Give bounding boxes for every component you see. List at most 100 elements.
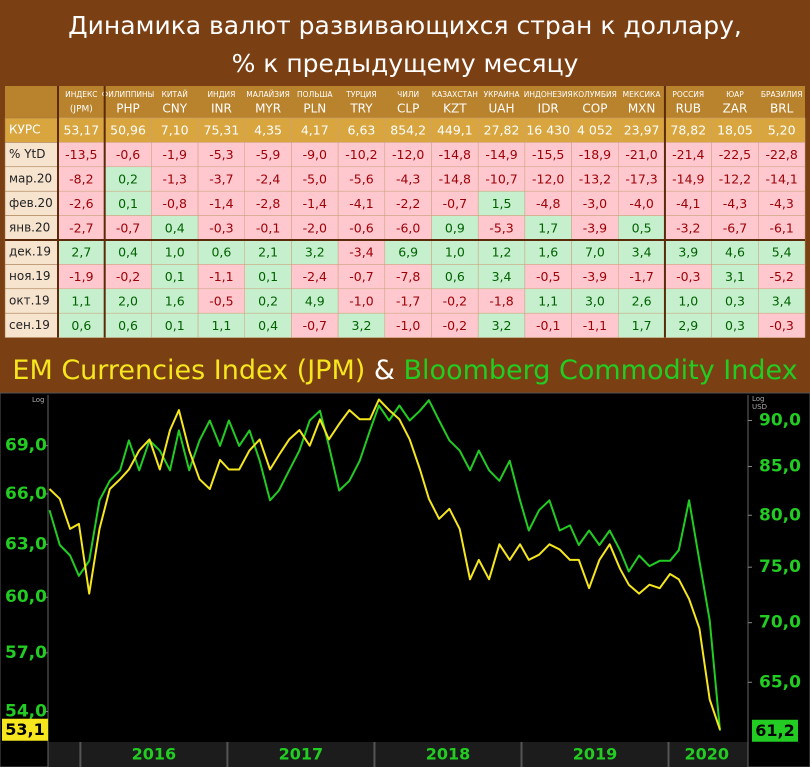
cell-value: 3,4 [632, 245, 652, 260]
table-cell [571, 312, 619, 338]
table-cell [291, 288, 339, 314]
cell-value: 4,9 [305, 294, 325, 309]
table-cell [711, 215, 759, 241]
cell-value: 1,1 [211, 318, 231, 333]
table-cell [758, 239, 806, 265]
cell-value: -1,9 [163, 147, 187, 162]
row-label: янв.20 [9, 220, 50, 234]
cell-value: 7,0 [585, 245, 605, 260]
table-cell [477, 239, 526, 265]
cell-value: 1,1 [71, 294, 91, 309]
table-cell [431, 190, 479, 216]
table-cell [244, 117, 292, 143]
cell-value: -1,8 [489, 294, 513, 309]
table-cell [524, 312, 572, 338]
cell-value: -1,4 [209, 196, 233, 211]
cell-value: -8,2 [69, 172, 93, 187]
cell-value: 3,2 [305, 245, 325, 260]
cell-value: 3,0 [585, 294, 605, 309]
cell-value: -1,1 [209, 269, 233, 284]
cell-value: 0,9 [445, 220, 465, 235]
cell-value: -14,9 [672, 172, 704, 187]
cell-value: -13,2 [579, 172, 611, 187]
cell-value: -3,0 [583, 196, 607, 211]
cell-value: -0,6 [349, 220, 373, 235]
column-name: ИНДОНЕЗИЯ [524, 90, 573, 99]
row-label: дек.19 [9, 245, 51, 259]
cell-value: -7,8 [396, 269, 420, 284]
cell-value: 75,31 [204, 123, 240, 138]
table-cell [244, 190, 292, 216]
cell-value: -0,5 [536, 269, 560, 284]
cell-value: -21,0 [625, 147, 657, 162]
cell-value: 1,0 [165, 245, 185, 260]
row-label-cell [4, 166, 59, 192]
chart-title: EM Currencies Index (JPM) & Bloomberg Co… [12, 355, 797, 386]
cell-value: -2,6 [69, 196, 93, 211]
cell-value: 0,3 [725, 318, 745, 333]
cell-value: -0,2 [443, 318, 467, 333]
table-cell [337, 215, 386, 241]
table-cell [197, 288, 245, 314]
column-name: БРАЗИЛИЯ [761, 90, 803, 99]
row-label: сен.19 [9, 318, 50, 332]
cell-value: -1,4 [303, 196, 327, 211]
cell-value: 0,1 [165, 269, 185, 284]
y-tick-label: 66,0 [5, 484, 47, 504]
table-cell [151, 215, 199, 241]
table-cell [571, 288, 619, 314]
table-cell [384, 215, 432, 241]
table-cell [477, 264, 526, 290]
cell-value: -0,2 [443, 294, 467, 309]
cell-value: 449,1 [437, 123, 473, 138]
column-name: ИНДИЯ [207, 90, 235, 99]
chart-area [0, 392, 810, 767]
cell-value: 5,20 [768, 123, 796, 138]
cell-value: 50,96 [110, 123, 146, 138]
column-name: ИНДЕКС [65, 90, 97, 99]
column-name: ТУРЦИЯ [345, 90, 376, 99]
cell-value: -5,6 [349, 172, 373, 187]
cell-value: -12,0 [392, 147, 424, 162]
column-name: МЕКСИКА [623, 90, 662, 99]
cell-value: 3,1 [725, 269, 745, 284]
column-code: COP [582, 102, 607, 116]
table-cell [291, 215, 339, 241]
cell-value: -14,8 [439, 172, 471, 187]
cell-value: 0,4 [258, 318, 278, 333]
series-line [48, 398, 721, 731]
cell-value: -0,5 [209, 294, 233, 309]
table-cell [104, 312, 152, 338]
row-label: % YtD [9, 147, 46, 161]
table-cell [57, 312, 105, 338]
table-cell [151, 288, 199, 314]
cell-value: 0,5 [632, 220, 652, 235]
x-tick-label: 2020 [685, 745, 730, 764]
cell-value: 4,6 [725, 245, 745, 260]
table-cell [151, 264, 199, 290]
cell-value: -2,8 [256, 196, 280, 211]
table-cell [477, 215, 526, 241]
cell-value: 3,2 [352, 318, 372, 333]
cell-value: -13,5 [65, 147, 97, 162]
cell-value: -0,1 [256, 220, 280, 235]
cell-value: 0,1 [165, 318, 185, 333]
table-cell [244, 166, 292, 192]
table-cell [291, 166, 339, 192]
column-name: УКРАИНА [484, 90, 521, 99]
cell-value: -0,3 [209, 220, 233, 235]
column-code: PLN [303, 102, 326, 116]
x-tick-label: 2018 [426, 745, 471, 764]
table-cell [431, 142, 479, 168]
table-cell [618, 117, 666, 143]
table-cell [337, 312, 386, 338]
cell-value: -12,0 [532, 172, 564, 187]
cell-value: 2,9 [678, 318, 698, 333]
table-cell [384, 288, 432, 314]
y2-tick-label: 85,0 [759, 456, 801, 476]
title-line: Динамика валют развивающихся стран к дол… [68, 11, 742, 40]
cell-value: 2,0 [118, 294, 138, 309]
column-code: CLP [397, 102, 419, 116]
cell-value: 0,2 [118, 172, 138, 187]
